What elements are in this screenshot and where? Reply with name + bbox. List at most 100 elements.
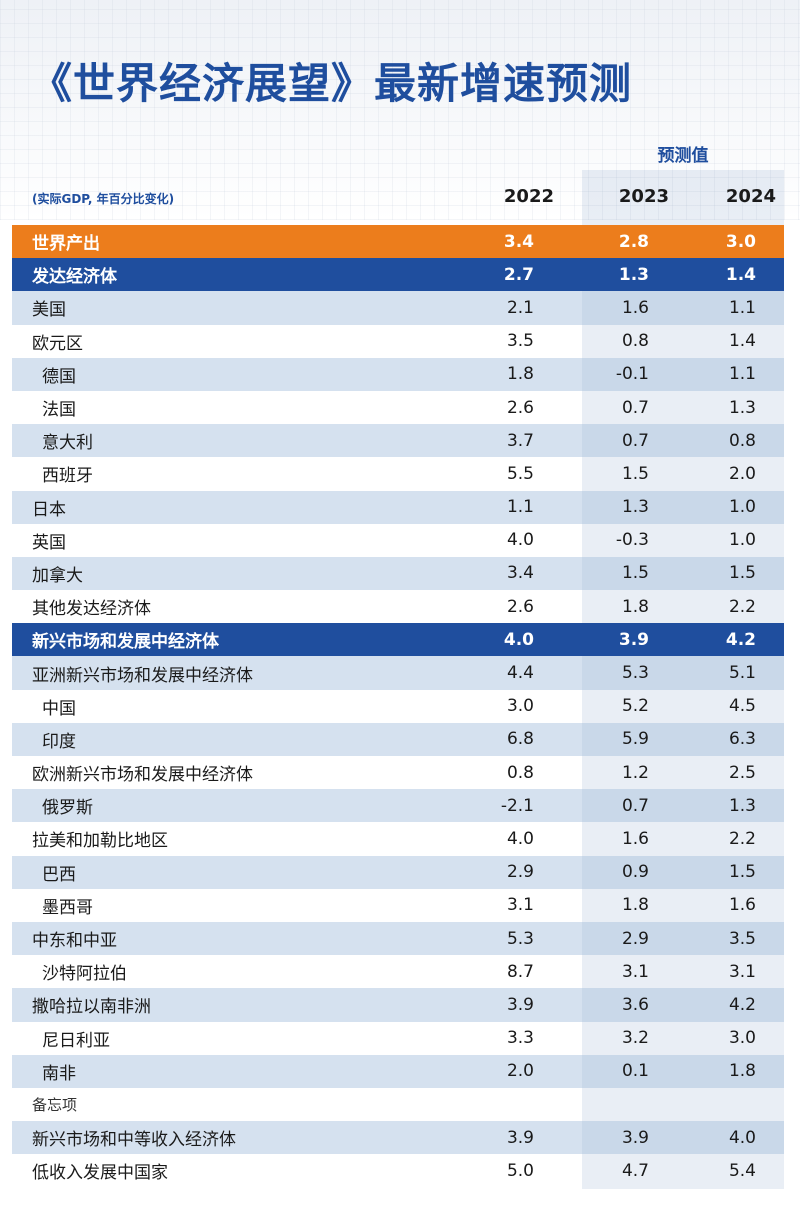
row-label: 南非 — [42, 1063, 76, 1084]
value-2024: 1.6 — [728, 895, 756, 916]
value-2022: 2.6 — [506, 397, 534, 418]
table-row: 西班牙 5.5 1.5 2.0 — [12, 457, 784, 490]
table-row: 日本 1.1 1.3 1.0 — [12, 490, 784, 524]
value-2023: 1.8 — [621, 596, 649, 617]
value-2024: 5.4 — [728, 1160, 756, 1181]
header-background — [0, 0, 800, 220]
row-label: 中东和中亚 — [32, 931, 117, 952]
year-header-2023: 2023 — [618, 186, 669, 207]
value-2023: 0.7 — [621, 795, 649, 816]
value-2023: 0.9 — [621, 862, 649, 883]
value-2023: 2.9 — [621, 928, 649, 949]
value-2023: 1.5 — [621, 563, 649, 584]
value-2024: 1.0 — [728, 497, 756, 518]
value-2023: 1.3 — [618, 264, 649, 285]
value-2024: 6.3 — [728, 729, 756, 750]
table-row: 法国 2.6 0.7 1.3 — [12, 391, 784, 424]
table-row: 德国 1.8 -0.1 1.1 — [12, 357, 784, 391]
table-row: 新兴市场和发展中经济体 4.0 3.9 4.2 — [12, 623, 784, 657]
value-2022: 3.4 — [503, 231, 534, 252]
value-2022: 3.3 — [506, 1028, 534, 1049]
value-2022: 2.1 — [506, 297, 534, 318]
row-label: 沙特阿拉伯 — [42, 964, 127, 985]
table-row: 亚洲新兴市场和发展中经济体 4.4 5.3 5.1 — [12, 656, 784, 690]
row-label: 欧洲新兴市场和发展中经济体 — [32, 765, 253, 786]
table-row: 南非 2.0 0.1 1.8 — [12, 1054, 784, 1088]
table-row: 欧元区 3.5 0.8 1.4 — [12, 325, 784, 358]
value-2023: 1.8 — [621, 895, 649, 916]
table-row: 尼日利亚 3.3 3.2 3.0 — [12, 1022, 784, 1055]
value-2024: 4.2 — [728, 994, 756, 1015]
value-2022: 3.5 — [506, 331, 534, 352]
value-2022: 0.8 — [506, 762, 534, 783]
value-2022: 2.9 — [506, 862, 534, 883]
value-2023: -0.3 — [615, 530, 649, 551]
value-2023: 3.9 — [618, 629, 649, 650]
table-row: 拉美和加勒比地区 4.0 1.6 2.2 — [12, 822, 784, 855]
memo-label: 备忘项 — [32, 1095, 78, 1114]
value-2022: 3.9 — [506, 994, 534, 1015]
value-2024: 1.5 — [728, 563, 756, 584]
value-2024: 1.3 — [728, 795, 756, 816]
value-2024: 2.2 — [728, 828, 756, 849]
value-2023: 3.2 — [621, 1028, 649, 1049]
table-row: 墨西哥 3.1 1.8 1.6 — [12, 889, 784, 922]
table-row: 撒哈拉以南非洲 3.9 3.6 4.2 — [12, 988, 784, 1022]
row-label: 低收入发展中国家 — [32, 1163, 168, 1184]
value-2023: 1.2 — [621, 762, 649, 783]
value-2022: 3.1 — [506, 895, 534, 916]
value-2024: 4.5 — [728, 696, 756, 717]
value-2023: 5.2 — [621, 696, 649, 717]
row-label: 西班牙 — [42, 466, 93, 487]
value-2024: 1.3 — [728, 397, 756, 418]
table-row: 巴西 2.9 0.9 1.5 — [12, 855, 784, 889]
value-2022: 6.8 — [506, 729, 534, 750]
table-row: 世界产出 3.4 2.8 3.0 — [12, 225, 784, 259]
row-label: 俄罗斯 — [42, 798, 93, 819]
value-2023: 1.3 — [621, 497, 649, 518]
value-2022: 2.0 — [506, 1061, 534, 1082]
row-label: 欧元区 — [32, 333, 83, 354]
value-2022: 1.1 — [506, 497, 534, 518]
value-2023: 0.1 — [621, 1061, 649, 1082]
value-2022: 5.0 — [506, 1160, 534, 1181]
value-2022: 5.5 — [506, 463, 534, 484]
table-row: 沙特阿拉伯 8.7 3.1 3.1 — [12, 955, 784, 988]
row-label: 撒哈拉以南非洲 — [32, 997, 151, 1018]
value-2024: 3.1 — [728, 961, 756, 982]
value-2024: 3.0 — [725, 231, 756, 252]
value-2023: 1.6 — [621, 297, 649, 318]
row-label: 加拿大 — [32, 565, 83, 586]
value-2023: 0.7 — [621, 430, 649, 451]
table-subtitle: (实际GDP, 年百分比变化) — [32, 192, 175, 206]
value-2024: 1.4 — [728, 331, 756, 352]
row-label: 新兴市场和发展中经济体 — [32, 632, 219, 653]
value-2022: 8.7 — [506, 961, 534, 982]
row-label: 日本 — [32, 499, 66, 520]
row-label: 巴西 — [42, 864, 76, 885]
value-2022: 4.4 — [506, 663, 534, 684]
row-label: 英国 — [32, 532, 66, 553]
value-2024: 1.8 — [728, 1061, 756, 1082]
value-2022: 4.0 — [506, 828, 534, 849]
row-label: 中国 — [42, 698, 76, 719]
value-2024: 1.1 — [728, 364, 756, 385]
value-2023: -0.1 — [615, 364, 649, 385]
growth-table: 世界产出 3.4 2.8 3.0 发达经济体 2.7 1.3 1.4 美国 2.1 1.6 1.1… — [12, 225, 784, 1187]
value-2022: 3.9 — [506, 1127, 534, 1148]
value-2024: 3.0 — [728, 1028, 756, 1049]
year-header-2022: 2022 — [503, 186, 554, 207]
value-2024: 2.0 — [728, 463, 756, 484]
value-2024: 4.0 — [728, 1127, 756, 1148]
value-2024: 2.2 — [728, 596, 756, 617]
value-2022: 1.8 — [506, 364, 534, 385]
table-row: 意大利 3.7 0.7 0.8 — [12, 424, 784, 458]
value-2024: 5.1 — [728, 663, 756, 684]
value-2023: 0.8 — [621, 331, 649, 352]
forecast-label: 预测值 — [657, 146, 709, 166]
row-label: 法国 — [42, 400, 76, 421]
value-2023: 2.8 — [618, 231, 649, 252]
value-2022: 2.7 — [503, 264, 534, 285]
row-label: 世界产出 — [32, 234, 100, 255]
value-2024: 0.8 — [728, 430, 756, 451]
